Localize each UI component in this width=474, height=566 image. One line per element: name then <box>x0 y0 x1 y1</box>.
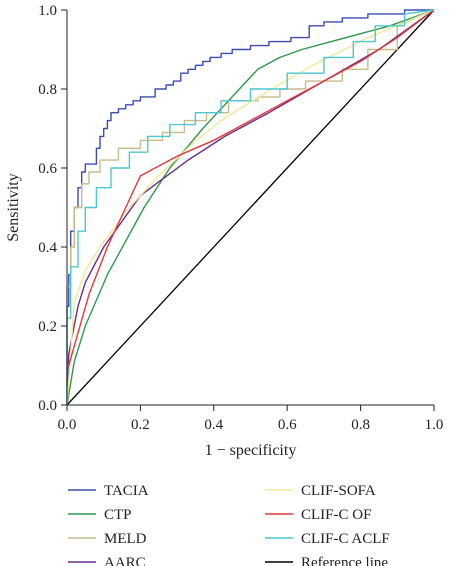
axes: 0.0 0.2 0.4 0.6 0.8 1.0 0.0 0.2 0.4 0.6 0.8 1.0 <box>38 3 443 433</box>
legend: TACIA CLIF-SOFA CTP CLIF-C OF MELD CLIF-C ACL… <box>68 483 390 566</box>
legend-label: MELD <box>104 531 147 547</box>
series-line-clif-sofa <box>66 9 435 406</box>
legend-label: TACIA <box>104 483 149 499</box>
plot-lines <box>66 9 435 406</box>
x-tick-label: 0.6 <box>278 417 297 433</box>
y-tick-label: 1.0 <box>38 3 57 19</box>
legend-label: CLIF-SOFA <box>301 483 376 499</box>
series-line-reference-line <box>66 9 435 406</box>
x-tick-label: 0.8 <box>351 417 370 433</box>
y-tick-label: 0.6 <box>38 161 57 177</box>
y-tick-label: 0.0 <box>38 398 57 414</box>
y-tick-label: 0.8 <box>38 82 57 98</box>
series-line-aarc <box>66 9 435 394</box>
y-tick-label: 0.2 <box>38 319 57 335</box>
x-tick-label: 0.2 <box>131 417 150 433</box>
legend-label: Reference line <box>301 555 388 566</box>
series-line-meld <box>66 9 435 405</box>
series-line-clif-c-of <box>67 9 435 367</box>
x-tick-label: 0.4 <box>204 417 223 433</box>
series-line-tacia <box>66 9 434 405</box>
legend-label: CLIF-C OF <box>301 507 371 523</box>
legend-label: AARC <box>104 555 146 566</box>
y-axis-label: Sensitivity <box>5 173 22 241</box>
series-line-clif-c-aclf <box>66 9 435 405</box>
y-tick-label: 0.4 <box>38 240 57 256</box>
legend-label: CTP <box>104 507 132 523</box>
x-tick-label: 0.0 <box>58 417 77 433</box>
x-axis-label: 1 − specificity <box>205 442 297 459</box>
legend-label: CLIF-C ACLF <box>301 531 390 547</box>
x-tick-label: 1.0 <box>425 417 444 433</box>
